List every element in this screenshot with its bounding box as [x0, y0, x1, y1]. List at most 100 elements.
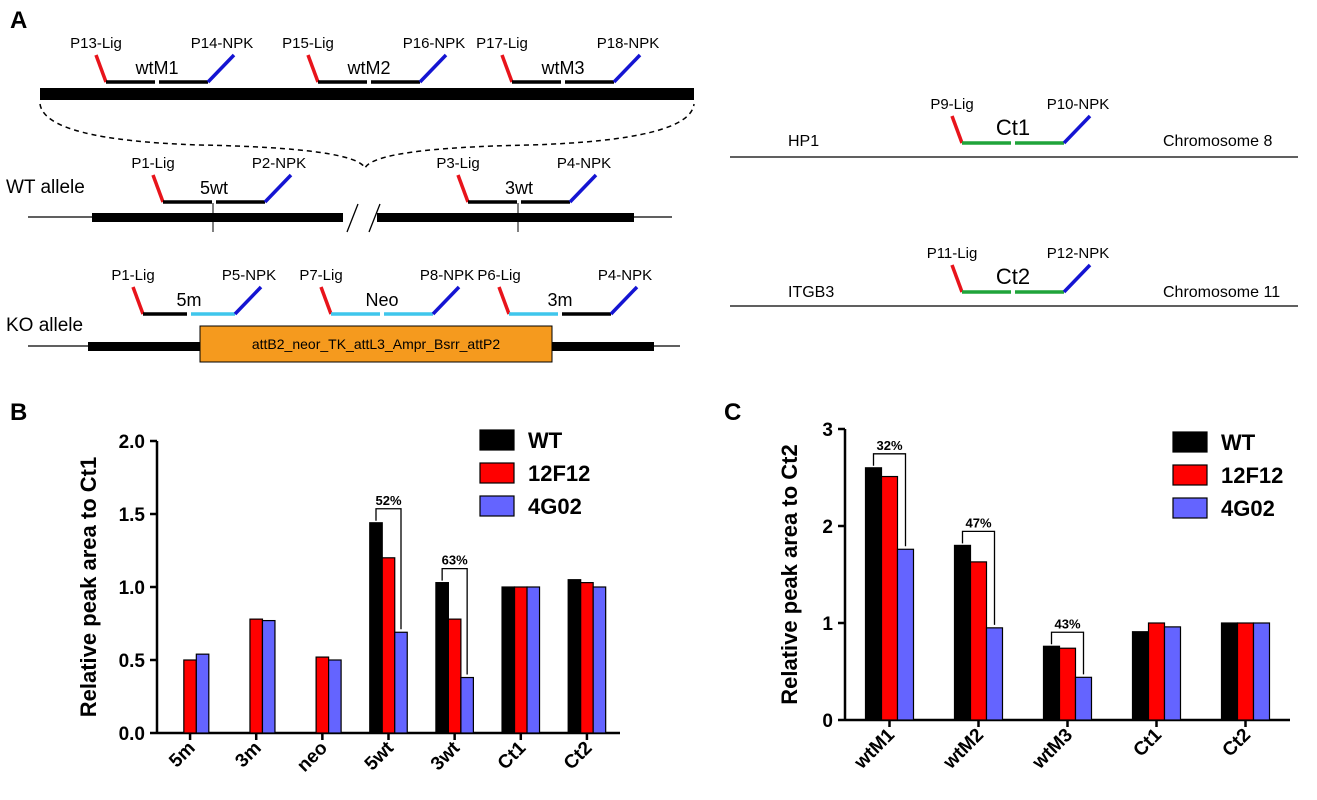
legend-swatch: [479, 429, 515, 451]
itgb3-gene-label: ITGB3: [788, 284, 834, 301]
panel-c-letter: C: [724, 399, 741, 426]
ko-cassette-label: attB2_neor_TK_attL3_Ampr_Bsrr_attP2: [252, 336, 500, 352]
y-axis-label: Relative peak area to Ct1: [76, 457, 101, 717]
legend-swatch: [479, 462, 515, 484]
x-tick-label: wtM3: [1028, 725, 1077, 774]
percent-label: 52%: [375, 493, 401, 508]
bar-wt-3wt: [435, 582, 449, 734]
lig-probe-arm: [306, 54, 320, 83]
panel-c-chart: C 0 1 2 3 Relative peak area to Ct2 wtM1 wtM2 w…: [724, 399, 1290, 774]
y-tick-label: 1: [822, 614, 833, 635]
bar-4g02-wtm1: [896, 548, 915, 721]
lig-probe-arm: [151, 174, 165, 203]
bar-wt-ct1: [501, 586, 516, 734]
legend-swatch: [479, 495, 515, 517]
bar-12f12-ct1: [1147, 622, 1166, 721]
lig-probe-label: P6-Lig: [477, 267, 520, 284]
legend-swatch: [1172, 431, 1208, 453]
lig-probe-label: P1-Lig: [131, 155, 174, 172]
bar-wt-ct2: [1220, 622, 1239, 721]
probe-name-label: Ct2: [996, 264, 1030, 289]
probe-name-label: wtM1: [134, 58, 178, 78]
ko-cassette-box: [199, 325, 553, 363]
ko-allele-gene-bar-left: [88, 342, 200, 351]
y-tick-label: 0.5: [119, 651, 146, 672]
npk-probe-arm: [1062, 263, 1092, 294]
x-tick-label: wtM1: [850, 724, 899, 773]
lig-probe-arm: [456, 174, 470, 203]
bar-wt-wtm2: [953, 544, 972, 721]
x-tick-label: wtM2: [939, 725, 988, 774]
y-tick-label: 2: [822, 517, 833, 538]
npk-probe-label: P4-NPK: [557, 155, 611, 172]
ko-allele-label: KO allele: [6, 315, 83, 336]
panel-a-diagram: A WT allele attB2_neor_TK_attL3_Ampr_Bsr…: [6, 7, 1298, 363]
lig-probe-arm: [319, 286, 333, 315]
x-tick-label: Ct1: [1130, 724, 1167, 761]
npk-probe-arm: [609, 285, 639, 316]
bar-4g02-wtm2: [985, 627, 1004, 721]
npk-probe-label: P14-NPK: [191, 35, 254, 52]
lig-probe-label: P1-Lig: [111, 267, 154, 284]
y-tick-label: 0: [822, 711, 833, 732]
x-tick-label: neo: [293, 738, 332, 777]
bar-4g02-ct1: [1163, 626, 1182, 721]
lig-probe-arm: [497, 286, 511, 315]
legend-label: 4G02: [528, 494, 582, 519]
lig-probe-label: P17-Lig: [476, 35, 528, 52]
percent-bracket: [375, 508, 402, 630]
y-axis-label: Relative peak area to Ct2: [777, 444, 802, 704]
npk-probe-label: P18-NPK: [597, 35, 660, 52]
bar-wt-5wt: [369, 522, 383, 734]
panel-b-letter: B: [10, 399, 27, 426]
npk-probe-label: P8-NPK: [420, 267, 474, 284]
x-tick-label: 3m: [231, 738, 265, 772]
bar-4g02-5m: [195, 653, 210, 734]
npk-probe-label: P2-NPK: [252, 155, 306, 172]
npk-probe-label: P16-NPK: [403, 35, 466, 52]
lig-probe-label: P11-Lig: [927, 245, 978, 262]
probe-name-label: Neo: [365, 290, 398, 310]
bar-12f12-wtm1: [880, 475, 899, 721]
percent-bracket: [1050, 631, 1085, 675]
bar-12f12-3m: [249, 618, 264, 734]
legend-swatch: [1172, 497, 1208, 519]
percent-label: 47%: [965, 515, 991, 530]
legend-label: 12F12: [528, 461, 590, 486]
lig-probe-label: P7-Lig: [299, 267, 342, 284]
legend-label: 4G02: [1221, 496, 1275, 521]
npk-probe-label: P5-NPK: [222, 267, 276, 284]
lig-probe-arm: [94, 54, 108, 83]
bar-12f12-ct2: [580, 582, 594, 734]
probe-name-label: 5m: [176, 290, 201, 310]
npk-probe-arm: [1062, 114, 1092, 145]
bar-4g02-3m: [261, 619, 276, 734]
npk-probe-arm: [206, 53, 236, 84]
wt-allele-break-mark-right: [368, 203, 381, 233]
percent-bracket: [961, 530, 996, 625]
legend-swatch: [1172, 464, 1208, 486]
y-tick-label: 2.0: [119, 432, 145, 453]
bar-4g02-3wt: [460, 676, 474, 734]
percent-label: 32%: [876, 438, 902, 453]
bar-wt-ct1: [1131, 631, 1150, 721]
legend-label: WT: [1221, 430, 1256, 455]
legend-label: WT: [528, 428, 563, 453]
x-tick-label: 5m: [165, 738, 199, 772]
npk-probe-arm: [263, 173, 293, 204]
lig-probe-label: P13-Lig: [70, 35, 122, 52]
y-tick-label: 1.5: [119, 505, 146, 526]
dashed-brace: [39, 103, 695, 170]
panel-a-letter: A: [10, 7, 27, 34]
itgb3-chromosome-label: Chromosome 11: [1163, 284, 1280, 301]
hp1-chromosome-label: Chromosome 8: [1163, 133, 1272, 150]
wt-allele-label: WT allele: [6, 177, 85, 198]
top-genomic-bar: [40, 88, 694, 100]
bar-4g02-ct2: [1252, 622, 1271, 721]
lig-probe-arm: [950, 264, 964, 293]
lig-probe-label: P3-Lig: [436, 155, 479, 172]
probe-name-label: wtM2: [346, 58, 390, 78]
panel-b-chart: B 0.0 0.5 1.0 1.5 2.0 Relative peak area to C…: [10, 399, 620, 776]
bar-wt-wtm1: [864, 467, 883, 721]
